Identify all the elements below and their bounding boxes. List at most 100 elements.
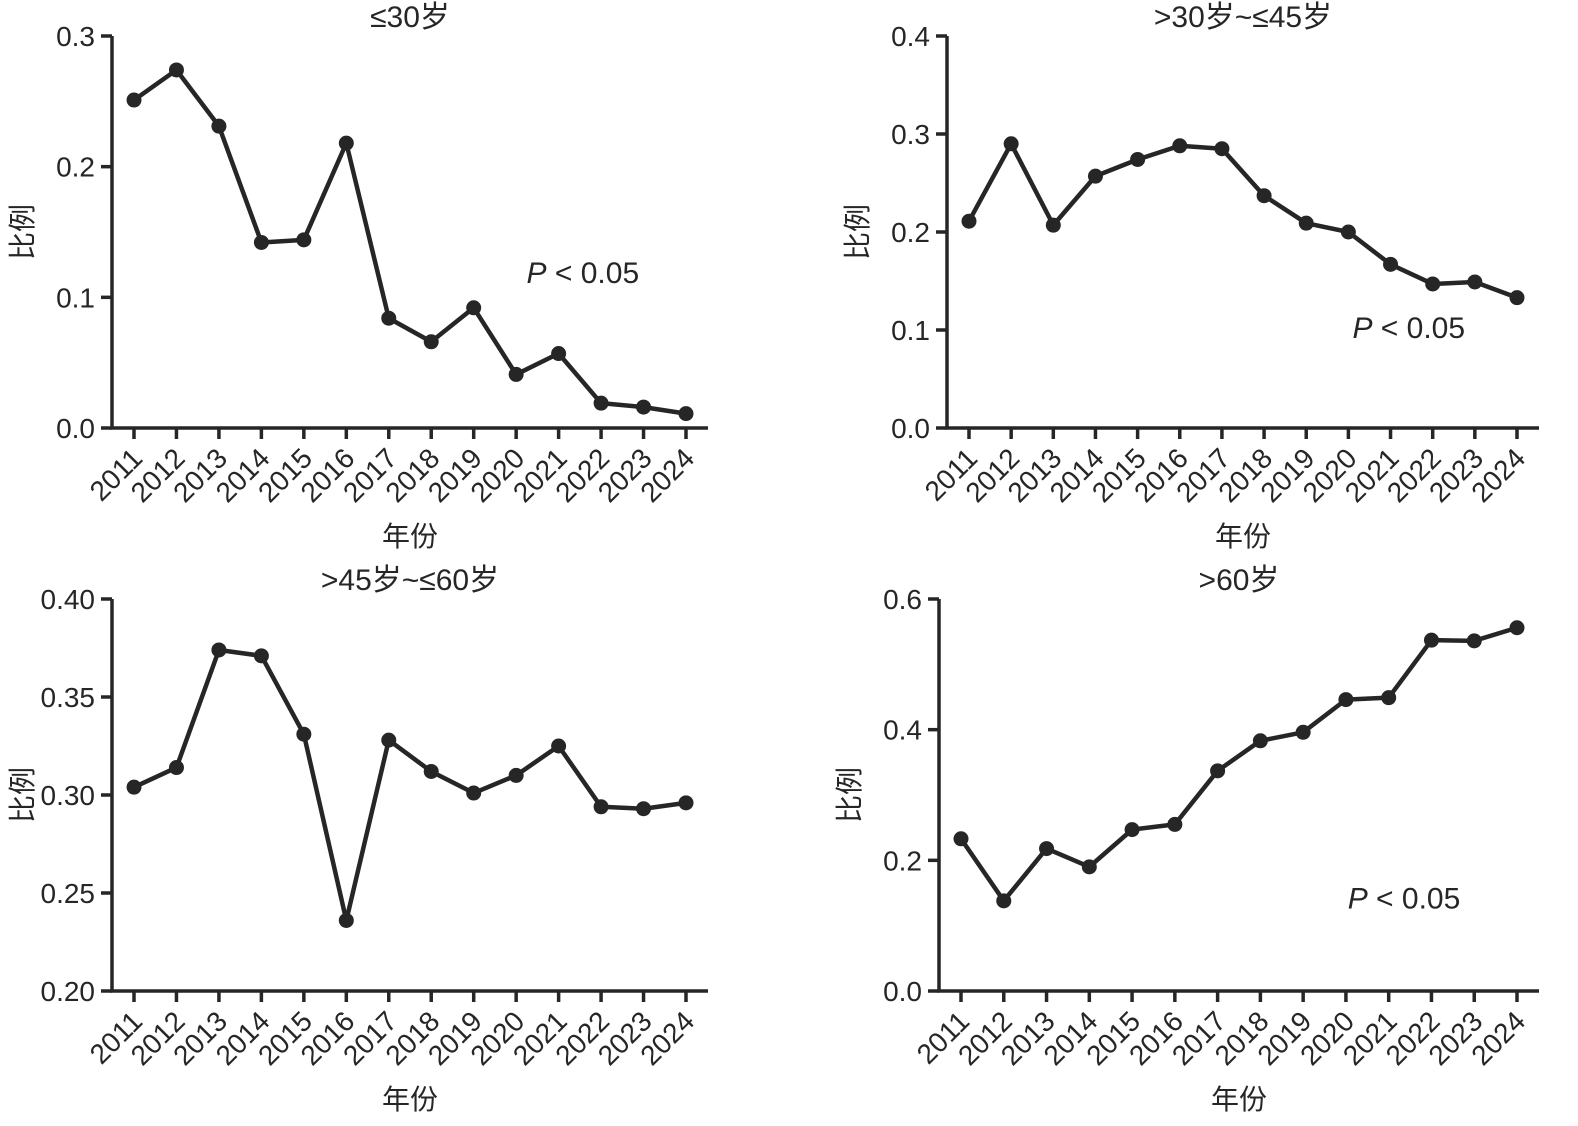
- y-tick-label: 0.2: [891, 217, 930, 248]
- data-point: [1466, 633, 1482, 649]
- series-line: [958, 625, 1520, 904]
- data-point: [381, 310, 397, 326]
- y-tick-label: 0.20: [41, 976, 96, 1007]
- y-tick-label: 0.4: [891, 21, 930, 52]
- y-tick-label: 0.0: [891, 413, 930, 444]
- y-tick-label: 0.0: [56, 413, 95, 444]
- y-tick-label: 0.35: [41, 682, 96, 713]
- data-point: [1298, 215, 1314, 231]
- data-point: [1081, 859, 1097, 875]
- data-point: [1130, 151, 1146, 167]
- series-line: [131, 647, 689, 923]
- data-point: [168, 62, 184, 78]
- data-point: [1509, 290, 1525, 306]
- data-point: [381, 732, 397, 748]
- chart-age-gt-60: 0.0 0.2 0.4 0.6 2011 2012 2013 2014 2015 2016 2017…: [789, 563, 1578, 1126]
- data-point: [1252, 733, 1268, 749]
- data-point: [593, 799, 609, 815]
- data-point: [126, 779, 142, 795]
- data-point: [423, 334, 439, 350]
- data-point: [1256, 188, 1272, 204]
- data-point: [636, 801, 652, 817]
- chart-age-le-30: 0.0 0.1 0.2 0.3 2011 2012 2013 2014 2015 2016 2017…: [0, 0, 789, 563]
- p-value-annotation: P < 0.05: [1348, 883, 1461, 916]
- data-point: [1172, 138, 1188, 154]
- data-point: [253, 234, 269, 250]
- chart-title: ≤30岁: [370, 1, 450, 34]
- y-tick-label: 0.1: [56, 282, 95, 313]
- data-point: [466, 785, 482, 801]
- data-point: [211, 642, 227, 658]
- data-point: [678, 795, 694, 811]
- x-axis-label: 年份: [382, 1084, 438, 1115]
- y-axis-label: 比例: [7, 204, 38, 260]
- data-point: [1087, 168, 1103, 184]
- y-tick-label: 0.25: [41, 878, 96, 909]
- data-point: [1039, 841, 1055, 857]
- x-axis-label: 年份: [1215, 521, 1271, 552]
- data-point: [551, 346, 567, 362]
- data-point: [953, 831, 969, 847]
- series-line: [131, 67, 689, 416]
- data-point: [423, 763, 439, 779]
- data-point: [253, 648, 269, 664]
- data-point: [996, 893, 1012, 909]
- p-value-annotation: P < 0.05: [1352, 312, 1465, 345]
- chart-age-45-to-60-svg: 0.200.250.300.350.4020112012201320142015…: [7, 564, 708, 1115]
- data-point: [1467, 274, 1483, 290]
- data-point: [678, 406, 694, 422]
- data-point: [593, 395, 609, 411]
- data-point: [168, 760, 184, 776]
- y-tick-label: 0.30: [41, 780, 96, 811]
- y-tick-label: 0.0: [883, 976, 922, 1007]
- y-tick-label: 0.4: [883, 715, 922, 746]
- axis-line: [937, 599, 1539, 993]
- chart-age-45-to-60: 0.20 0.25 0.30 0.35 0.40 2011 2012 2013 2014 2015…: [0, 563, 789, 1126]
- data-point: [961, 213, 977, 229]
- data-point: [1381, 690, 1397, 706]
- chart-age-le-30-svg: 0.00.10.20.32011201220132014201520162017…: [7, 1, 708, 552]
- chart-age-gt-60-svg: 0.00.20.40.62011201220132014201520162017…: [834, 564, 1539, 1115]
- data-point: [636, 399, 652, 415]
- y-tick-label: 0.2: [883, 845, 922, 876]
- data-point: [466, 300, 482, 316]
- data-point: [1338, 692, 1354, 708]
- data-point: [1210, 763, 1226, 779]
- data-point: [126, 92, 142, 108]
- y-axis-label: 比例: [7, 767, 38, 823]
- data-point: [1509, 620, 1525, 636]
- data-point: [1167, 816, 1183, 832]
- chart-title: >30岁~≤45岁: [1154, 1, 1332, 34]
- data-point: [508, 767, 524, 783]
- p-value-annotation: P < 0.05: [527, 257, 640, 290]
- y-tick-label: 0.6: [883, 584, 922, 615]
- y-tick-label: 0.1: [891, 315, 930, 346]
- axis-line: [110, 36, 708, 430]
- data-point: [551, 738, 567, 754]
- data-point: [1295, 724, 1311, 740]
- data-point: [1045, 217, 1061, 233]
- data-point: [1425, 276, 1441, 292]
- data-point: [508, 366, 524, 382]
- y-tick-label: 0.3: [56, 21, 95, 52]
- data-point: [1383, 256, 1399, 272]
- data-point: [296, 726, 312, 742]
- data-point: [1214, 141, 1230, 157]
- x-axis-label: 年份: [382, 521, 438, 552]
- y-axis-label: 比例: [834, 767, 865, 823]
- y-axis-label: 比例: [842, 204, 873, 260]
- x-axis-label: 年份: [1211, 1084, 1267, 1115]
- chart-age-30-to-45-svg: 0.00.10.20.30.42011201220132014201520162…: [842, 1, 1539, 552]
- chart-title: >45岁~≤60岁: [321, 564, 499, 597]
- y-tick-label: 0.3: [891, 119, 930, 150]
- y-tick-label: 0.40: [41, 584, 96, 615]
- axis-line: [110, 599, 708, 993]
- data-point: [1124, 822, 1140, 838]
- data-point: [1340, 224, 1356, 240]
- data-point: [1003, 136, 1019, 152]
- series-line: [966, 141, 1520, 300]
- data-point: [338, 912, 354, 928]
- chart-age-30-to-45: 0.0 0.1 0.2 0.3 0.4 2011 2012 2013 2014 2015 2016 2…: [789, 0, 1578, 563]
- y-tick-label: 0.2: [56, 152, 95, 183]
